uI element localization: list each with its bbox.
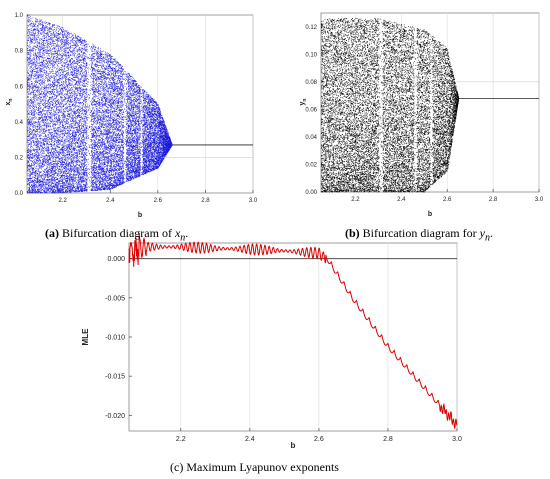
caption-a-text: Bifurcation diagram of [62,226,172,240]
b-xlabel: b [428,211,432,218]
caption-b: (b) Bifurcation diagram for yn. [345,226,493,243]
b-ytick-label-6: 0.12 [305,25,317,31]
caption-a: (a) Bifurcation diagram of xn. [45,226,188,243]
c-xlabel: b [291,441,296,450]
b-ytick-label-4: 0.08 [305,80,317,86]
a-scatter-points [27,15,173,194]
c-xtick-label-2: 2.6 [314,436,324,443]
caption-b-text: Bifurcation diagram for [362,226,477,240]
b-ytick-label-2: 0.04 [305,135,317,141]
b-ytick-label-0: 0.00 [305,190,317,196]
c-ytick-label-2: -0.010 [105,334,125,341]
a-ytick-label-4: 0.8 [15,49,24,55]
b-xtick-label-1: 2.4 [397,197,406,203]
b-ytick-label-1: 0.02 [305,163,317,169]
caption-b-sub: n [484,232,490,244]
a-xtick-label-0: 2.2 [59,198,68,204]
a-xtick-label-2: 2.6 [154,198,163,204]
c-ytick-label-0: 0.000 [107,256,125,263]
c-ylabel: MLE [81,328,90,346]
caption-c: (c) Maximum Lyapunov exponents [170,460,339,475]
a-ylabel: xn [5,99,14,106]
c-xtick-label-3: 2.8 [383,436,393,443]
a-xlabel: b [138,212,142,219]
a-ytick-label-2: 0.4 [15,120,24,126]
lyapunov-chart: 2.2 2.4 2.6 2.8 3.0 0.000 -0.005 -0.010 -0.015 -0… [81,233,462,450]
caption-c-text: (c) Maximum Lyapunov exponents [170,460,339,474]
b-xtick-label-3: 2.8 [489,197,498,203]
c-xtick-label-0: 2.2 [176,436,186,443]
b-xtick-label-4: 3.0 [535,197,544,203]
c-ytick-label-1: -0.005 [105,295,125,302]
b-xtick-label-2: 2.6 [443,197,452,203]
a-xtick-label-4: 3.0 [249,198,258,204]
a-xtick-label-1: 2.4 [106,198,115,204]
panel-c: 2.2 2.4 2.6 2.8 3.0 0.000 -0.005 -0.010 -0.015 -0… [81,233,467,453]
c-xtick-label-4: 3.0 [452,436,462,443]
b-ytick-label-5: 0.10 [305,52,317,58]
caption-a-label: (a) [45,226,59,240]
caption-b-label: (b) [345,226,360,240]
bifurcation-chart-y: 2.2 2.4 2.6 2.8 3.0 0.00 0.02 0.04 0.06 0.08 0.10 0… [299,12,544,218]
a-ytick-label-0: 0.0 [15,191,24,197]
a-ytick-label-5: 1.0 [15,13,24,19]
a-ytick-label-1: 0.2 [15,156,24,162]
caption-a-sub: n [180,232,186,244]
c-mle-line [128,233,458,430]
caption-b-var: y [479,226,485,240]
a-xtick-label-3: 2.8 [201,198,210,204]
b-ylabel-sub: n [302,99,308,102]
b-ylabel: yn [299,99,308,106]
c-plot-frame [128,242,458,432]
b-ytick-label-3: 0.06 [305,107,317,113]
panel-a: 2.2 2.4 2.6 2.8 3.0 0.0 0.2 0.4 0.6 0.8 1.0 b xn [1,1,267,219]
b-scatter-points [321,18,460,193]
a-ylabel-sub: n [8,99,14,102]
caption-b-tail: . [489,226,493,240]
bifurcation-chart-x: 2.2 2.4 2.6 2.8 3.0 0.0 0.2 0.4 0.6 0.8 1.0 b xn [5,13,258,219]
a-points [27,15,173,194]
a-ytick-label-3: 0.6 [15,84,24,90]
c-ytick-label-3: -0.015 [105,374,125,381]
caption-a-tail: . [185,226,189,240]
c-xtick-label-1: 2.4 [245,436,255,443]
c-ytick-label-4: -0.020 [105,413,125,420]
panel-b: 2.2 2.4 2.6 2.8 3.0 0.00 0.02 0.04 0.06 0.08 0.10 0… [299,5,547,218]
b-xtick-label-0: 2.2 [351,197,360,203]
b-points [321,18,460,193]
caption-a-var: x [174,226,181,240]
